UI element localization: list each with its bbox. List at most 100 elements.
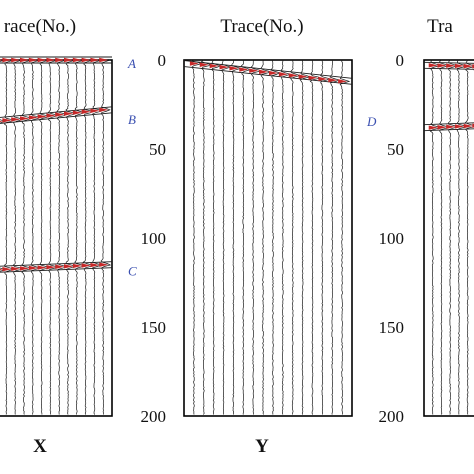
event-pick xyxy=(55,264,65,269)
event-line xyxy=(423,61,474,64)
event-pick xyxy=(446,124,456,130)
seismic-trace xyxy=(290,59,301,415)
event-pick xyxy=(64,264,73,269)
seismic-trace xyxy=(56,59,68,415)
event-pick xyxy=(268,70,278,76)
event-pick xyxy=(28,115,38,120)
event-line xyxy=(0,261,113,267)
event-pick xyxy=(28,265,38,271)
panel-z: Tra 0 50 100 150 200 xyxy=(379,16,474,426)
event-pick xyxy=(189,61,199,66)
seismic-trace xyxy=(456,59,467,415)
seismic-trace xyxy=(30,59,41,415)
seismic-trace xyxy=(191,59,201,415)
event-line xyxy=(423,122,474,126)
seismic-trace xyxy=(200,59,211,415)
event-pick xyxy=(11,266,21,272)
event-pick xyxy=(46,57,56,63)
seismic-trace xyxy=(320,59,330,415)
event-line xyxy=(183,60,353,79)
event-pick xyxy=(298,74,308,79)
event-pick xyxy=(37,265,47,270)
panel-y-label: Y xyxy=(255,436,269,457)
event-label-d: D xyxy=(366,114,377,129)
seismic-trace xyxy=(0,59,6,272)
event-pick xyxy=(99,57,109,63)
event-line xyxy=(0,267,113,273)
event-label-b: B xyxy=(128,112,136,127)
event-pick xyxy=(64,111,73,116)
event-pick xyxy=(0,59,3,61)
event-pick xyxy=(229,66,239,71)
y-tick-label: 50 xyxy=(149,140,166,159)
event-pick xyxy=(37,57,47,63)
event-pick xyxy=(81,109,91,114)
event-pick xyxy=(46,264,56,270)
y-tick-label: 0 xyxy=(158,51,167,70)
panel-z-title: Tra xyxy=(427,16,453,37)
y-tick-label: 100 xyxy=(379,229,405,248)
event-pick xyxy=(99,262,109,267)
y-tick-label: 100 xyxy=(141,229,167,248)
event-pick xyxy=(37,114,47,119)
seismic-trace xyxy=(211,59,222,415)
event-pick xyxy=(454,63,464,69)
event-pick xyxy=(55,57,65,63)
seismic-trace xyxy=(280,59,292,415)
event-pick xyxy=(328,77,338,83)
event-pick xyxy=(308,75,318,80)
seismic-trace xyxy=(438,59,450,415)
event-pick xyxy=(463,63,473,69)
y-tick-label: 50 xyxy=(387,140,404,159)
seismic-trace xyxy=(464,59,474,415)
seismic-trace xyxy=(21,59,33,415)
event-line xyxy=(183,66,353,85)
event-pick xyxy=(90,57,100,63)
seismic-trace xyxy=(448,59,459,415)
event-pick xyxy=(72,57,82,63)
seismic-trace xyxy=(260,59,270,415)
event-pick xyxy=(81,57,91,63)
event-pick xyxy=(90,108,100,113)
panel-frame xyxy=(423,59,474,417)
event-pick xyxy=(99,107,109,113)
event-pick xyxy=(2,267,12,272)
seismic-trace xyxy=(221,59,232,415)
event-pick xyxy=(28,57,38,63)
seismic-trace xyxy=(91,59,103,415)
event-line xyxy=(0,106,113,118)
event-pick xyxy=(90,262,100,268)
panel-x-title: race(No.) xyxy=(4,16,76,37)
y-tick-label: 0 xyxy=(396,51,405,70)
event-pick xyxy=(199,62,209,67)
event-pick xyxy=(20,57,29,63)
seismic-trace xyxy=(329,59,341,415)
panel-y: Trace(No.) Y D 0 50 100 150 200 xyxy=(141,16,378,457)
event-pick xyxy=(249,68,259,73)
seismic-trace xyxy=(3,59,14,415)
seismic-trace xyxy=(82,59,93,415)
seismic-trace xyxy=(429,59,441,415)
seismic-trace xyxy=(100,59,112,415)
event-pick xyxy=(278,72,288,77)
y-tick-label: 150 xyxy=(141,318,167,337)
seismic-trace xyxy=(309,59,320,415)
event-label-c: C xyxy=(128,263,137,278)
event-pick xyxy=(20,116,29,121)
y-tick-label: 200 xyxy=(141,407,167,426)
event-pick xyxy=(2,57,12,63)
event-pick xyxy=(259,69,269,75)
event-pick xyxy=(437,125,447,130)
panel-frame xyxy=(183,59,353,417)
event-pick xyxy=(454,124,464,129)
seismic-trace xyxy=(12,59,23,415)
seismic-trace xyxy=(250,59,260,415)
event-pick xyxy=(338,79,348,84)
seismic-trace xyxy=(38,59,50,415)
seismic-trace xyxy=(74,59,86,415)
event-line xyxy=(423,67,474,70)
event-pick xyxy=(209,63,219,69)
event-pick xyxy=(463,123,473,129)
panel-x-label: X xyxy=(33,436,47,457)
seismic-trace xyxy=(339,59,351,415)
